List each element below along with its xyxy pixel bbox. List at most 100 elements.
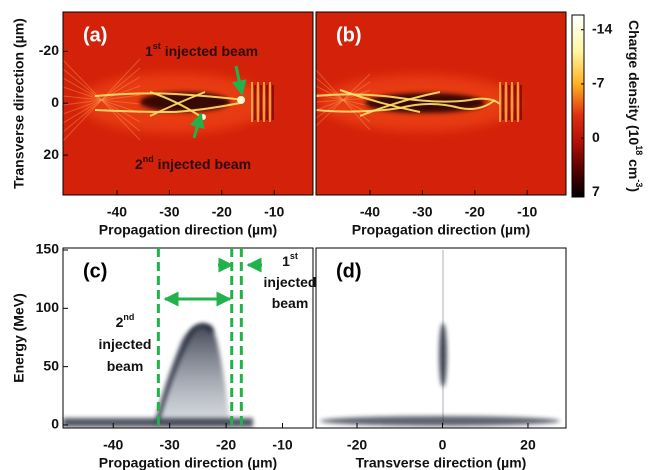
annotation: 1st <box>282 251 298 268</box>
x-tick-label: -40 <box>107 204 127 220</box>
hatch <box>63 58 141 142</box>
colorbar <box>571 14 585 198</box>
panel-label: (b) <box>336 24 362 46</box>
baseline <box>320 416 560 426</box>
filament <box>149 91 206 117</box>
annotation-sup: st <box>290 251 298 261</box>
panel-frame <box>315 247 567 429</box>
annotation-text: injected <box>264 274 317 290</box>
panel <box>63 248 313 428</box>
x-axis-label: Propagation direction (µm) <box>99 455 277 470</box>
annotation-text: 2 <box>116 314 124 330</box>
filament <box>94 92 246 101</box>
colorbar-label-part: 18 <box>634 145 644 155</box>
colorbar-tick-label: 7 <box>592 183 600 199</box>
x-tick-label: -40 <box>103 437 123 453</box>
hatch <box>63 94 141 106</box>
hatch <box>63 86 141 114</box>
filament <box>94 102 241 114</box>
colorbar-label-part: Charge density (10 <box>626 20 642 145</box>
y-tick-label: -20 <box>39 42 59 58</box>
spectrum-edge <box>156 324 214 421</box>
colorbar-tick-label: -14 <box>592 20 612 36</box>
spectrum <box>152 323 230 426</box>
x-axis-label: Transverse direction (µm) <box>356 455 527 470</box>
x-axis-label: Propagation direction (µm) <box>352 222 530 238</box>
panel-label: (c) <box>83 260 107 282</box>
panel <box>316 12 566 195</box>
annotation: 2nd injected beam <box>135 154 251 171</box>
y-axis-label: Energy (MeV) <box>11 293 27 382</box>
hatch <box>63 95 141 105</box>
colorbar-label-part: cm <box>626 155 642 179</box>
y-tick-label: 0 <box>51 416 59 432</box>
x-tick-label: -10 <box>264 204 284 220</box>
y-axis-label: Transverse direction (µm) <box>11 18 27 189</box>
y-tick-label: 100 <box>36 299 60 315</box>
spot <box>237 96 245 104</box>
annotation: injected <box>99 336 152 352</box>
annotation-text: beam <box>272 295 309 311</box>
panel <box>316 248 566 428</box>
panel-frame <box>62 247 314 429</box>
annotation: 1st injected beam <box>145 41 258 58</box>
annotation-text: injected beam <box>161 43 258 59</box>
x-tick-label: -30 <box>412 204 432 220</box>
y-tick-label: 150 <box>36 241 60 257</box>
annotation-text: beam <box>107 358 144 374</box>
hatch <box>316 81 371 119</box>
hatch <box>63 85 141 115</box>
filament <box>339 89 421 113</box>
panel <box>63 12 313 195</box>
hatch <box>63 77 141 123</box>
x-tick-label: -20 <box>212 204 232 220</box>
x-tick-label: -20 <box>465 204 485 220</box>
streak-core <box>439 323 447 387</box>
annotation-sup: st <box>153 41 161 51</box>
annotation: beam <box>107 358 144 374</box>
x-tick-label: 20 <box>520 437 536 453</box>
annotation-arrow <box>190 112 205 139</box>
annotation-text: 1 <box>282 253 290 269</box>
x-tick-label: -10 <box>517 204 537 220</box>
y-tick-label: 20 <box>43 146 59 162</box>
panel-frame <box>62 11 314 196</box>
annotation: beam <box>272 295 309 311</box>
x-tick-label: 0 <box>439 437 447 453</box>
annotation-sup: nd <box>123 312 134 322</box>
x-tick-label: -30 <box>160 437 180 453</box>
colorbar-tick-label: -7 <box>592 75 605 91</box>
panel-label: (d) <box>336 260 362 282</box>
hatch <box>316 97 371 103</box>
hatch <box>316 85 371 115</box>
hatch <box>316 69 371 131</box>
panel-label: (a) <box>83 24 107 46</box>
x-tick-label: -20 <box>216 437 236 453</box>
x-tick-label: -40 <box>360 204 380 220</box>
hatch <box>63 68 141 132</box>
annotation: 2nd <box>116 312 135 329</box>
x-tick-label: -20 <box>347 437 367 453</box>
y-tick-label: 0 <box>51 94 59 110</box>
colorbar-label: Charge density (1018 cm-3) <box>626 20 643 192</box>
x-axis-label: Propagation direction (µm) <box>99 222 277 238</box>
x-tick-label: -30 <box>159 204 179 220</box>
colorbar-label-part: ) <box>626 187 642 192</box>
hatch <box>316 89 371 111</box>
hatch <box>63 59 141 141</box>
hatch <box>63 67 141 133</box>
annotation-text: injected beam <box>154 156 251 172</box>
colorbar-tick-label: 0 <box>592 129 600 145</box>
annotation-text: 1 <box>145 43 153 59</box>
annotation-sup: nd <box>143 154 154 164</box>
filament <box>359 91 441 117</box>
annotation-text: injected <box>99 336 152 352</box>
annotation-arrow <box>231 65 247 96</box>
annotation: injected <box>264 274 317 290</box>
hatch <box>63 76 141 124</box>
colorbar-label-part: -3 <box>634 179 644 187</box>
annotation-text: 2 <box>135 156 143 172</box>
y-tick-label: 50 <box>43 357 59 373</box>
x-tick-label: -10 <box>272 437 292 453</box>
hatch <box>316 73 371 127</box>
